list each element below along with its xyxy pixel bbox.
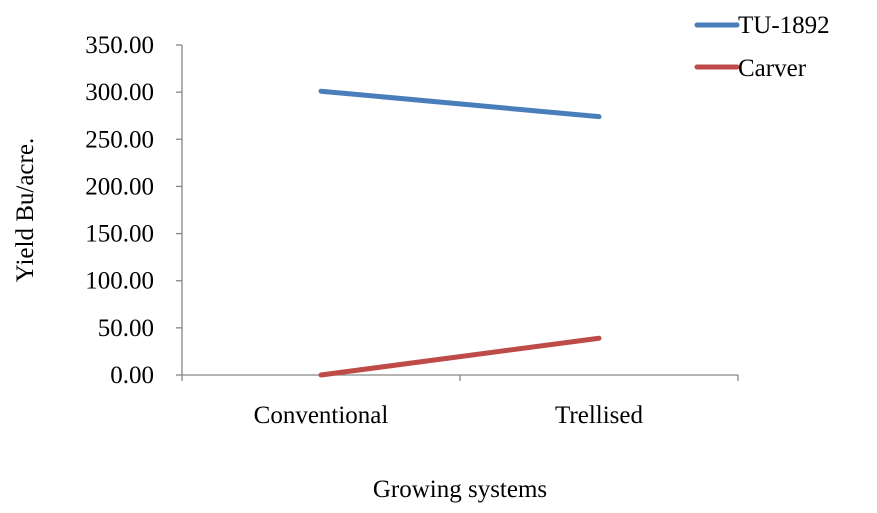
legend: TU-1892 Carver <box>694 12 830 82</box>
y-axis-title: Yield Bu/acre. <box>12 138 39 282</box>
y-tick-label: 350.00 <box>85 32 154 59</box>
y-tick-label: 150.00 <box>85 221 154 248</box>
y-tick-labels: 0.00 50.00 100.00 150.00 200.00 250.00 300.00 3… <box>85 32 154 389</box>
legend-label-carver: Carver <box>738 55 807 82</box>
y-tick-label: 200.00 <box>85 173 154 200</box>
y-tick-label: 250.00 <box>85 126 154 153</box>
series-line-carver <box>318 335 602 378</box>
series-line-tu-1892 <box>318 88 602 120</box>
y-tick-label: 100.00 <box>85 268 154 295</box>
axes <box>176 44 739 381</box>
x-tick-label: Trellised <box>555 402 643 429</box>
x-axis-title: Growing systems <box>373 476 547 503</box>
series-lines <box>318 88 602 378</box>
x-tick-labels: Conventional Trellised <box>254 402 644 429</box>
legend-label-tu-1892: TU-1892 <box>738 12 830 39</box>
y-tick-label: 50.00 <box>98 315 154 342</box>
y-tick-label: 0.00 <box>110 362 154 389</box>
y-tick-label: 300.00 <box>85 79 154 106</box>
x-tick-label: Conventional <box>254 402 389 429</box>
